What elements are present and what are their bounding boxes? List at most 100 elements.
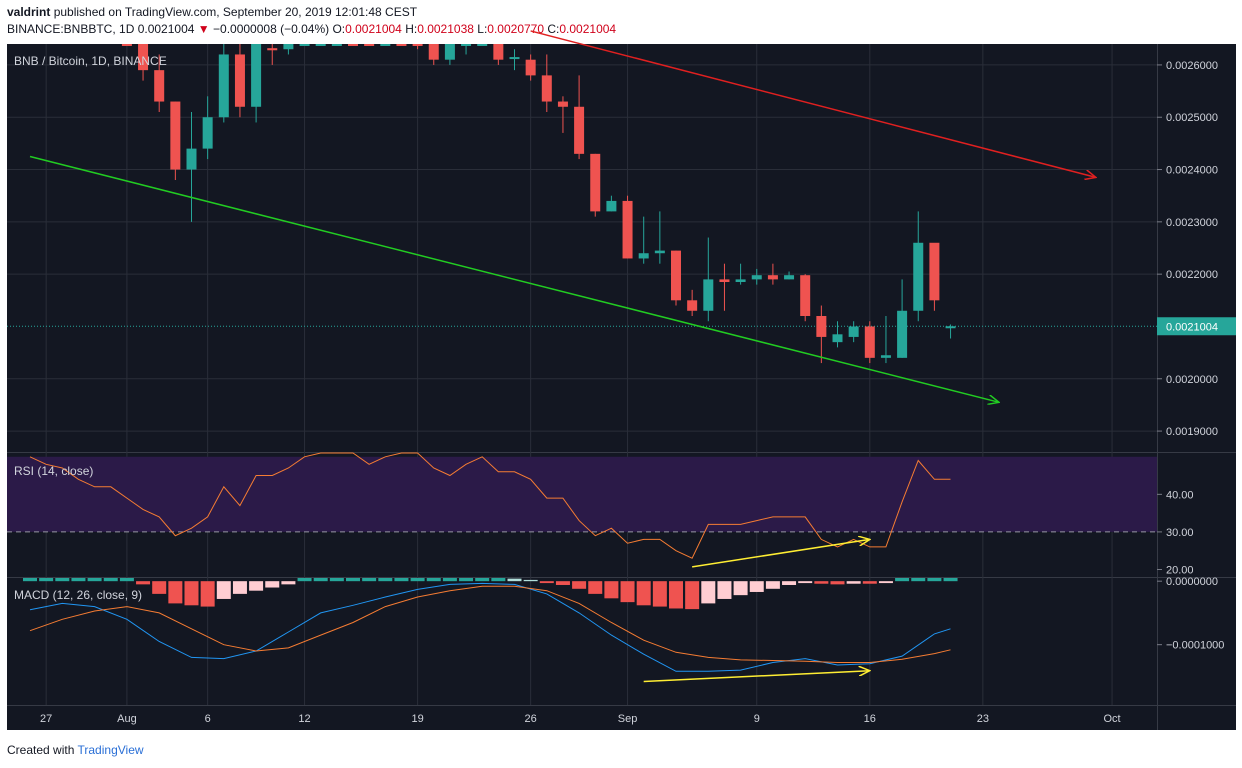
price-axis-background	[1157, 44, 1236, 730]
tradingview-logo[interactable]: TradingView	[77, 743, 144, 757]
symbol-text: BINANCE:BNBBTC, 1D	[7, 22, 135, 36]
candle-up	[913, 242, 924, 311]
rsi-divergence-arrow[interactable]	[692, 539, 870, 568]
macd-histogram-bar	[378, 578, 393, 582]
rsi-line	[29, 452, 951, 559]
macd-histogram-bar	[281, 581, 296, 585]
candle-up	[315, 44, 326, 46]
macd-histogram-bar	[442, 578, 457, 582]
macd-histogram-bar	[604, 581, 619, 599]
x-tick-label: 12	[298, 713, 310, 725]
macd-line	[29, 582, 951, 672]
price-tick-label: 0.0019000	[1166, 426, 1218, 438]
candle-down	[622, 200, 633, 259]
price-tick-label: 0.0021004	[1166, 321, 1218, 333]
candle-down	[396, 44, 407, 46]
candle-down	[364, 44, 375, 46]
candle-down	[170, 101, 181, 170]
publish-info: valdrint published on TradingView.com, S…	[7, 5, 417, 19]
macd-histogram-bar	[168, 581, 183, 604]
price-tick-label: 0.0025000	[1166, 112, 1218, 124]
candle-down	[493, 44, 504, 60]
x-tick-label: Oct	[1103, 713, 1120, 725]
price-tick-label: 0.0020000	[1166, 374, 1218, 386]
candle-down	[590, 153, 601, 212]
change-value: −0.0000008 (−0.04%)	[213, 22, 330, 36]
candle-up	[331, 44, 342, 46]
x-tick-label: 9	[754, 713, 760, 725]
candle-up	[380, 44, 391, 46]
open-label: O:	[332, 22, 346, 36]
candle-down	[234, 54, 245, 107]
candle-down	[348, 44, 358, 46]
close-value: 0.0021004	[559, 22, 617, 36]
macd-histogram-bar	[23, 578, 37, 582]
footer-credit: Created with TradingView	[7, 743, 144, 757]
publish-text: published on TradingView.com, September …	[53, 5, 418, 19]
open-value: 0.0021004	[345, 22, 402, 36]
price-tick-label: 0.0026000	[1166, 60, 1218, 72]
macd-histogram-bar	[184, 581, 199, 606]
macd-histogram-bar	[927, 578, 942, 582]
macd-histogram-bar	[701, 581, 716, 604]
macd-histogram-bar	[943, 578, 958, 582]
price-tick-label: 0.0023000	[1166, 217, 1218, 229]
macd-histogram-bar	[652, 581, 667, 607]
macd-histogram-bar	[749, 581, 764, 592]
candle-down	[816, 316, 827, 337]
macd-histogram-bar	[862, 581, 877, 584]
rsi-tick-label: 20.00	[1166, 564, 1194, 576]
macd-histogram-bar	[39, 578, 54, 582]
macd-histogram-bar	[329, 578, 344, 582]
macd-histogram-bar	[152, 581, 167, 594]
macd-histogram-bar	[733, 581, 748, 596]
created-with-text: Created with	[7, 743, 75, 757]
candle-up	[784, 275, 795, 280]
macd-histogram-bar	[297, 578, 312, 582]
candle-up	[735, 279, 746, 282]
macd-histogram-bar	[103, 578, 118, 582]
macd-histogram-bar	[313, 578, 328, 582]
support-trendline[interactable]	[29, 155, 999, 402]
candle-down	[719, 279, 730, 282]
x-tick-label: 27	[40, 713, 52, 725]
candle-up	[461, 44, 472, 46]
macd-histogram-bar	[249, 581, 264, 591]
macd-histogram-bar	[265, 581, 280, 588]
macd-histogram-bar	[523, 579, 538, 582]
price-tick-label: 0.0024000	[1166, 165, 1218, 177]
macd-histogram-bar	[136, 581, 151, 585]
rsi-tick-label: 40.00	[1166, 489, 1194, 501]
candle-down	[121, 44, 132, 46]
macd-histogram-bar	[394, 578, 409, 582]
x-tick-label: 23	[977, 713, 989, 725]
candle-down	[557, 101, 568, 107]
last-price: 0.0021004	[137, 22, 195, 36]
macd-histogram-bar	[798, 581, 813, 584]
macd-histogram-bar	[685, 581, 700, 610]
macd-histogram-bar	[846, 581, 861, 584]
candle-down	[138, 44, 149, 71]
macd-tick-label: 0.0000000	[1166, 576, 1218, 588]
resistance-trendline[interactable]	[530, 30, 1096, 177]
candle-up	[751, 275, 762, 280]
macd-histogram-bar	[346, 578, 360, 582]
macd-histogram-bar	[71, 578, 86, 582]
macd-histogram-bar	[459, 578, 474, 582]
candle-down	[574, 106, 585, 154]
candle-up	[606, 200, 617, 212]
macd-histogram-bar	[362, 578, 377, 582]
candle-down	[800, 275, 811, 316]
candle-down	[412, 44, 423, 46]
ohlc-header: BINANCE:BNBBTC, 1D 0.0021004 ▼ −0.000000…	[7, 22, 616, 36]
candle-up	[654, 250, 665, 254]
macd-histogram-bar	[717, 581, 732, 599]
author-name[interactable]: valdrint	[7, 5, 51, 19]
macd-histogram-bar	[572, 581, 587, 589]
price-pane-title: BNB / Bitcoin, 1D, BINANCE	[14, 54, 167, 68]
macd-pane-title: MACD (12, 26, close, 9)	[14, 588, 142, 602]
macd-divergence-arrow[interactable]	[643, 671, 870, 683]
close-label: C:	[547, 22, 560, 36]
candle-down	[929, 242, 940, 301]
